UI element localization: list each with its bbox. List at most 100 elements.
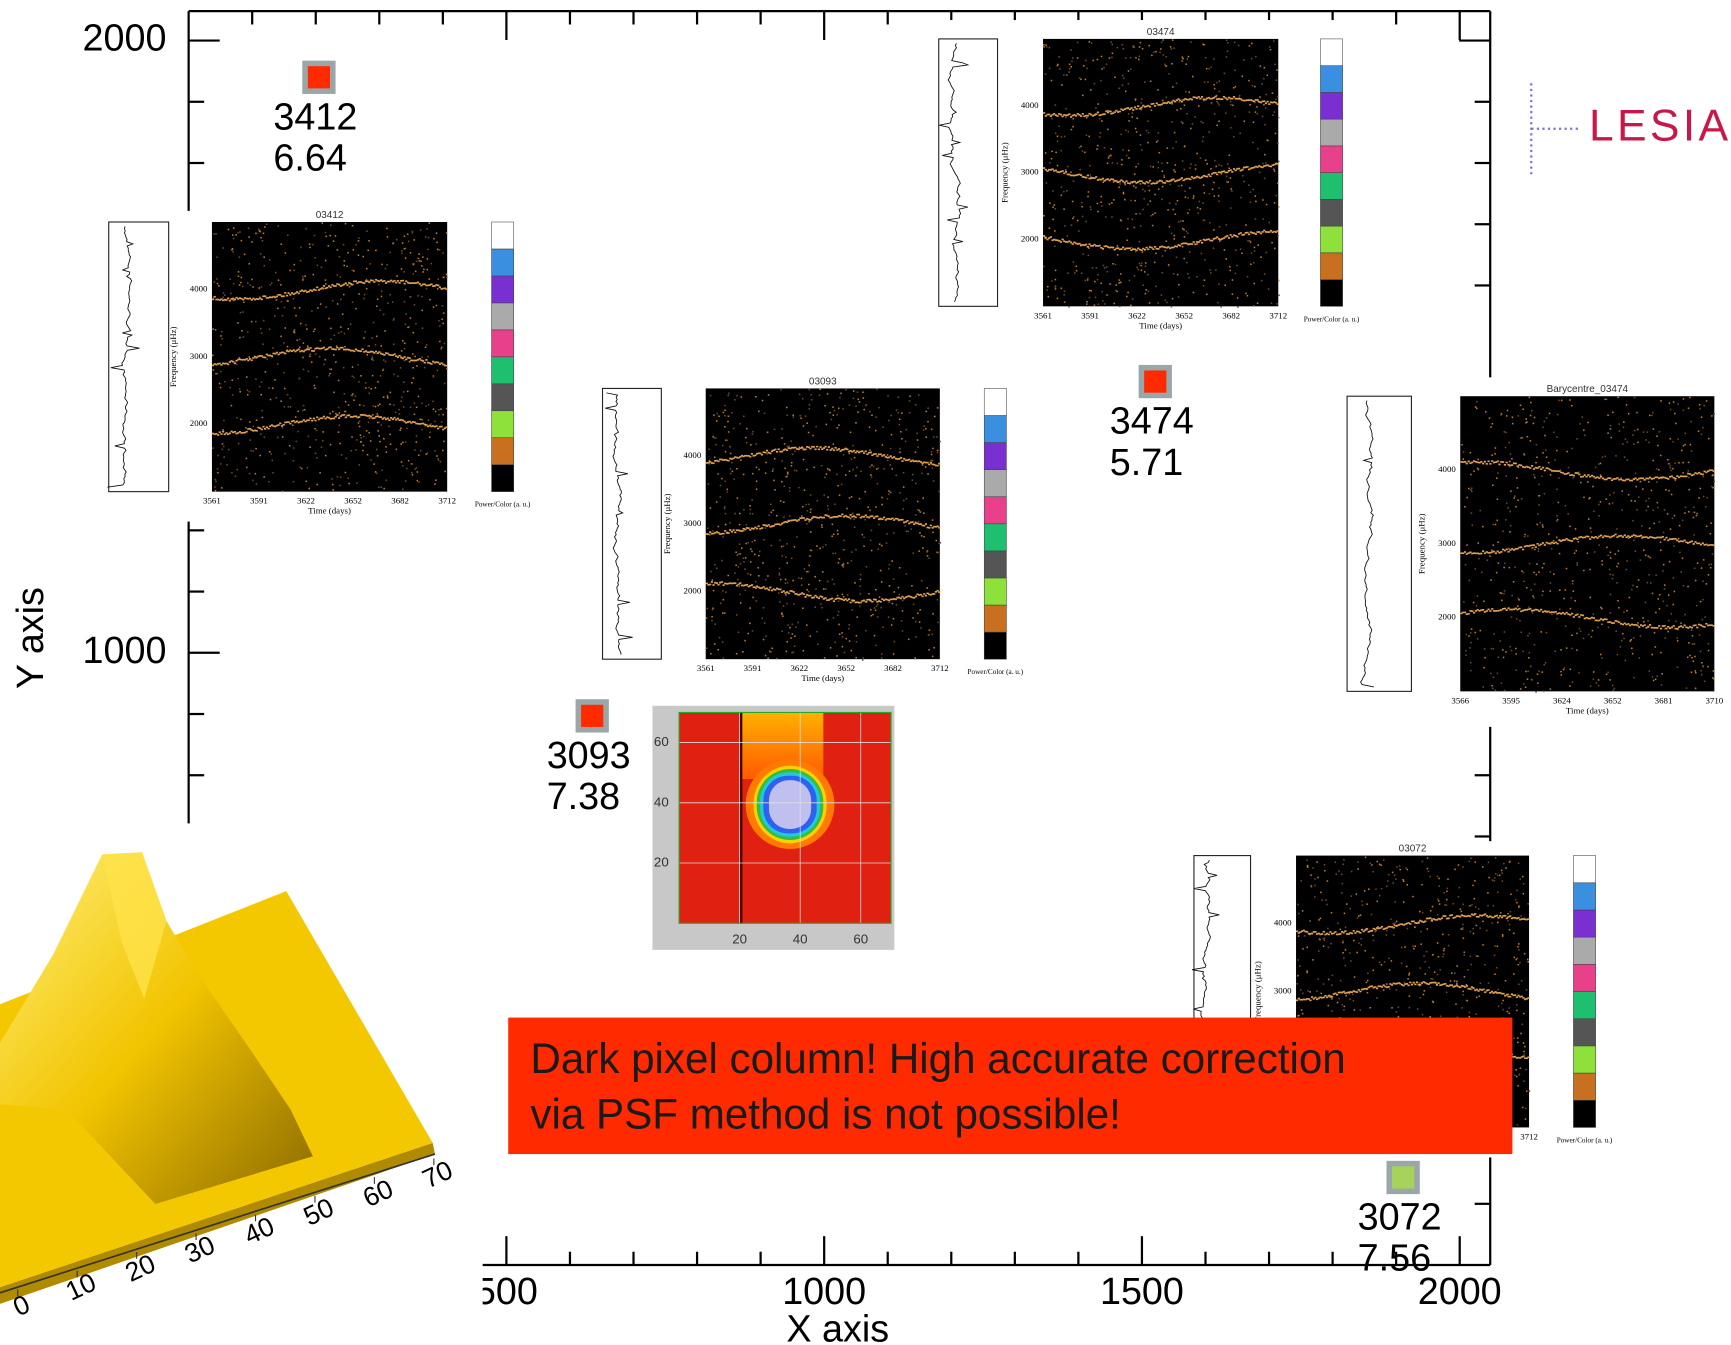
ridge-dot [353, 350, 356, 353]
ridge-dot [787, 592, 790, 595]
ridge-dot [1137, 181, 1140, 183]
noise-dot [1215, 165, 1217, 168]
noise-dot [1617, 396, 1619, 399]
noise-dot [1687, 407, 1690, 409]
y-tick-label: 1000 [83, 629, 167, 671]
noise-dot [1255, 55, 1257, 58]
noise-dot [918, 509, 921, 512]
noise-dot [351, 224, 354, 227]
noise-dot [237, 322, 239, 324]
noise-dot [751, 433, 754, 435]
noise-dot [831, 578, 834, 581]
ridge-dot [443, 427, 447, 430]
noise-dot [435, 304, 438, 307]
ridge-dot [1561, 611, 1565, 614]
noise-dot [1604, 398, 1606, 401]
ridge-dot [316, 416, 319, 419]
ridge-dot [744, 454, 747, 457]
noise-dot [1229, 265, 1231, 268]
noise-dot [1101, 300, 1104, 302]
noise-dot [421, 295, 423, 298]
ridge-dot [797, 519, 800, 521]
noise-dot [1201, 140, 1204, 143]
noise-dot [1275, 194, 1277, 197]
noise-dot [242, 311, 244, 313]
ridge-dot [1224, 97, 1227, 99]
noise-dot [347, 252, 349, 254]
noise-dot [1327, 978, 1330, 981]
ridge-dot [306, 348, 309, 351]
inset-x-tick-label: 3591 [1081, 310, 1099, 320]
noise-dot [1048, 67, 1051, 70]
ridge-dot [754, 586, 757, 589]
noise-dot [1622, 426, 1625, 429]
ridge-dot [1467, 612, 1470, 615]
ridge-dot [1547, 610, 1550, 613]
inset-y-tick-label: 3000 [1438, 538, 1456, 548]
noise-dot [1367, 972, 1369, 975]
noise-dot [1621, 632, 1624, 635]
noise-dot [862, 657, 865, 659]
noise-dot [1131, 298, 1134, 300]
noise-dot [1572, 476, 1575, 479]
ridge-dot [1071, 174, 1074, 177]
noise-dot [715, 437, 717, 439]
noise-dot [1202, 136, 1205, 138]
noise-dot [1060, 186, 1063, 188]
ridge-dot [1051, 239, 1054, 242]
ridge-dot [1064, 241, 1068, 243]
ridge-dot [898, 458, 901, 460]
noise-dot [1556, 518, 1559, 521]
noise-dot [901, 599, 904, 602]
ridge-dot [796, 448, 799, 450]
noise-dot [307, 346, 309, 349]
ridge-dot [709, 460, 712, 463]
noise-dot [1238, 96, 1240, 99]
noise-dot [329, 443, 332, 446]
ridge-dot [1556, 612, 1559, 615]
noise-dot [375, 472, 378, 475]
noise-dot [1626, 441, 1629, 443]
noise-dot [1545, 631, 1548, 634]
noise-dot [324, 231, 327, 234]
ridge-dot [329, 417, 332, 420]
ridge-dot [1127, 247, 1130, 250]
ridge-dot [1614, 620, 1617, 622]
noise-dot [1637, 496, 1640, 498]
ridge-dot [1543, 610, 1546, 613]
noise-dot [908, 411, 911, 414]
ridge-dot [1696, 472, 1699, 475]
noise-dot [739, 553, 741, 555]
noise-dot [1108, 57, 1111, 59]
noise-dot [1212, 247, 1215, 250]
noise-dot [403, 235, 406, 238]
noise-dot [859, 585, 862, 588]
ridge-dot [709, 531, 712, 533]
profile-frame [938, 38, 999, 307]
ridge-dot [1614, 533, 1617, 536]
noise-dot [820, 464, 823, 467]
noise-dot [1189, 251, 1191, 253]
x-tick-label: 2000 [1418, 1270, 1502, 1312]
noise-dot [1700, 567, 1703, 569]
noise-dot [1537, 550, 1540, 552]
noise-dot [783, 443, 786, 445]
ridge-dot [270, 355, 273, 357]
noise-dot [1583, 429, 1585, 431]
noise-dot [808, 407, 811, 410]
noise-dot [1120, 220, 1123, 222]
noise-dot [1184, 190, 1186, 192]
noise-dot [1648, 441, 1650, 444]
inset-x-tick-label: 3712 [1269, 310, 1287, 320]
noise-dot [227, 448, 230, 451]
ridge-dot [931, 526, 934, 529]
noise-dot [338, 424, 341, 427]
noise-dot [1522, 650, 1524, 653]
noise-dot [1492, 647, 1495, 650]
noise-dot [1085, 116, 1088, 119]
noise-dot [1687, 476, 1690, 479]
noise-dot [1447, 944, 1450, 947]
ridge-dot [1207, 96, 1210, 99]
ridge-dot [1140, 180, 1143, 183]
noise-dot [1208, 131, 1210, 133]
